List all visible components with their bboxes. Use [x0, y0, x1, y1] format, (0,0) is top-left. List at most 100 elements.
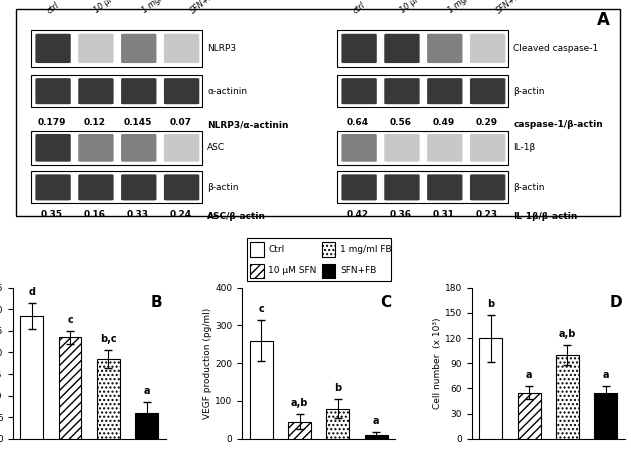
FancyBboxPatch shape [121, 34, 156, 63]
Text: a: a [603, 370, 609, 380]
FancyBboxPatch shape [384, 174, 420, 201]
Bar [594, 393, 617, 439]
FancyBboxPatch shape [470, 34, 505, 63]
Text: D: D [609, 295, 622, 310]
Bar [337, 171, 509, 203]
Text: a: a [143, 386, 150, 396]
Text: IL-1β/β-actin: IL-1β/β-actin [513, 212, 577, 221]
Bar [337, 75, 509, 107]
Text: 10 μM SFN: 10 μM SFN [399, 0, 438, 15]
Bar [250, 242, 264, 256]
FancyBboxPatch shape [164, 174, 199, 201]
Text: SFN+FB: SFN+FB [494, 0, 526, 15]
Text: β-actin: β-actin [513, 183, 545, 192]
FancyBboxPatch shape [78, 174, 114, 201]
FancyBboxPatch shape [470, 134, 505, 162]
FancyBboxPatch shape [341, 34, 377, 63]
FancyBboxPatch shape [78, 134, 114, 162]
Text: 0.24: 0.24 [169, 210, 191, 219]
Text: C: C [380, 295, 392, 310]
Bar [480, 338, 502, 439]
FancyBboxPatch shape [35, 174, 71, 201]
Text: Cleaved caspase-1: Cleaved caspase-1 [513, 44, 599, 53]
Text: 0.16: 0.16 [84, 210, 105, 219]
FancyBboxPatch shape [78, 78, 114, 104]
Text: ASC: ASC [207, 143, 225, 152]
Bar [250, 340, 273, 439]
Text: c: c [259, 304, 264, 314]
Bar [517, 393, 541, 439]
Text: 10 μM SFN: 10 μM SFN [268, 266, 317, 276]
Text: 0.179: 0.179 [37, 118, 66, 127]
FancyBboxPatch shape [121, 78, 156, 104]
Text: b,c: b,c [100, 334, 117, 344]
Bar [97, 359, 120, 439]
FancyBboxPatch shape [427, 34, 463, 63]
Bar [31, 171, 203, 203]
FancyBboxPatch shape [341, 174, 377, 201]
FancyBboxPatch shape [470, 174, 505, 201]
Text: 0.56: 0.56 [390, 118, 411, 127]
Text: b: b [487, 298, 494, 308]
Text: a: a [526, 370, 533, 380]
Text: β-actin: β-actin [513, 87, 545, 96]
Bar [322, 264, 336, 278]
Bar [365, 435, 387, 439]
Text: SFN+FB: SFN+FB [340, 266, 377, 276]
Text: ctrl: ctrl [45, 0, 61, 15]
Bar [31, 30, 203, 67]
Text: 1 mg/ml FB: 1 mg/ml FB [340, 245, 392, 254]
Text: a: a [373, 416, 379, 426]
FancyBboxPatch shape [35, 34, 71, 63]
Text: 1 mg/ml FB: 1 mg/ml FB [141, 0, 182, 15]
FancyBboxPatch shape [121, 174, 156, 201]
Bar [337, 30, 509, 67]
Text: 0.07: 0.07 [169, 118, 191, 127]
FancyBboxPatch shape [384, 34, 420, 63]
Text: 0.64: 0.64 [347, 118, 369, 127]
Text: A: A [596, 11, 610, 29]
Text: NLRP3: NLRP3 [207, 44, 237, 53]
FancyBboxPatch shape [164, 78, 199, 104]
FancyBboxPatch shape [341, 78, 377, 104]
Bar [337, 131, 509, 165]
Text: 0.33: 0.33 [126, 210, 148, 219]
FancyBboxPatch shape [341, 134, 377, 162]
FancyBboxPatch shape [384, 78, 420, 104]
Text: d: d [28, 287, 35, 297]
Text: 0.42: 0.42 [347, 210, 369, 219]
Text: SFN+FB: SFN+FB [188, 0, 220, 15]
FancyBboxPatch shape [470, 78, 505, 104]
Text: ctrl: ctrl [351, 0, 367, 15]
Y-axis label: Cell number  (x 10³): Cell number (x 10³) [433, 318, 442, 409]
Text: α-actinin: α-actinin [207, 87, 247, 96]
Bar [556, 355, 579, 439]
Bar [31, 131, 203, 165]
Text: 1 mg/ml FB: 1 mg/ml FB [447, 0, 488, 15]
Bar [135, 413, 158, 439]
Text: NLRP3/α-actinin: NLRP3/α-actinin [207, 120, 289, 129]
Text: caspase-1/β-actin: caspase-1/β-actin [513, 120, 603, 129]
Bar [59, 337, 81, 439]
Text: a,b: a,b [291, 398, 308, 408]
Text: 0.23: 0.23 [475, 210, 497, 219]
Text: 0.49: 0.49 [432, 118, 455, 127]
FancyBboxPatch shape [164, 134, 199, 162]
Text: 0.12: 0.12 [84, 118, 105, 127]
Text: 0.36: 0.36 [390, 210, 411, 219]
FancyBboxPatch shape [384, 134, 420, 162]
Bar [288, 422, 311, 439]
Text: b: b [334, 383, 341, 393]
Bar [250, 264, 264, 278]
FancyBboxPatch shape [35, 78, 71, 104]
FancyBboxPatch shape [427, 134, 463, 162]
FancyBboxPatch shape [35, 134, 71, 162]
FancyBboxPatch shape [121, 134, 156, 162]
Text: 0.31: 0.31 [432, 210, 454, 219]
Text: B: B [151, 295, 162, 310]
Text: IL-1β: IL-1β [513, 143, 536, 152]
Text: β-actin: β-actin [207, 183, 239, 192]
Bar [20, 316, 43, 439]
Text: Ctrl: Ctrl [268, 245, 285, 254]
Text: 0.35: 0.35 [41, 210, 63, 219]
